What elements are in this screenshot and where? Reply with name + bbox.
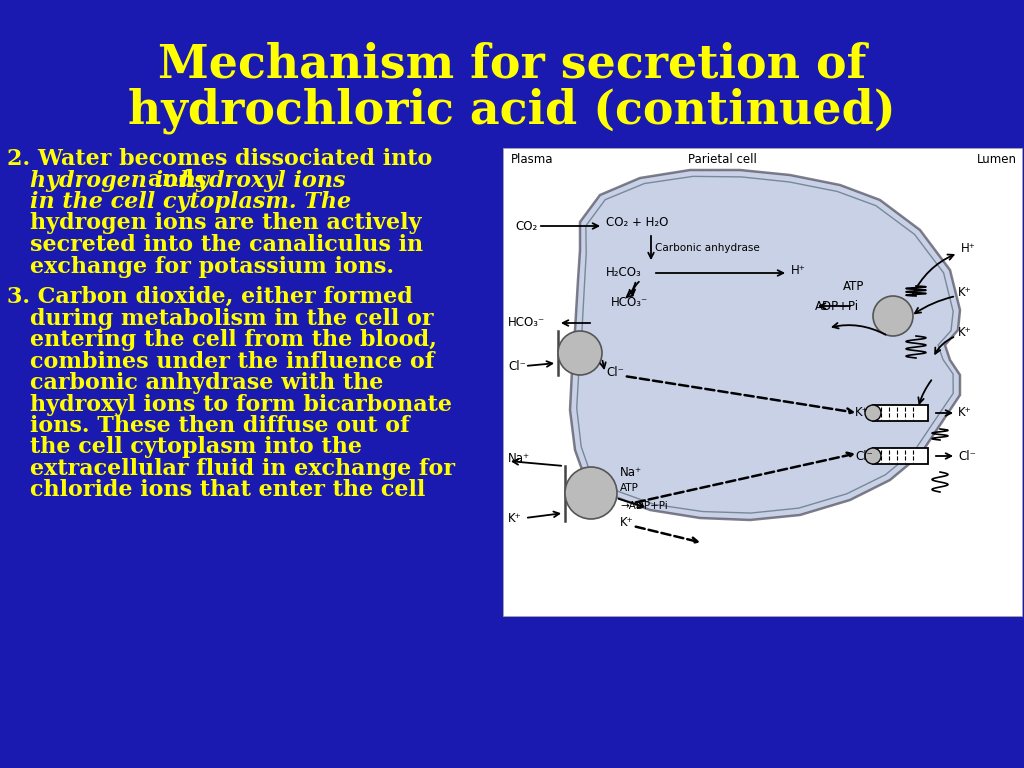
Text: hydrogen ions: hydrogen ions bbox=[30, 170, 207, 191]
Text: chloride ions that enter the cell: chloride ions that enter the cell bbox=[30, 479, 425, 502]
Text: CO₂ + H₂O: CO₂ + H₂O bbox=[606, 217, 669, 230]
Text: secreted into the canaliculus in: secreted into the canaliculus in bbox=[30, 234, 423, 256]
Text: Mechanism for secretion of: Mechanism for secretion of bbox=[158, 42, 866, 88]
Text: 2. Water becomes dissociated into: 2. Water becomes dissociated into bbox=[7, 148, 432, 170]
Text: hydrochloric acid (continued): hydrochloric acid (continued) bbox=[128, 88, 896, 134]
Text: →ADP+Pi: →ADP+Pi bbox=[620, 501, 668, 511]
Text: Cl⁻: Cl⁻ bbox=[606, 366, 624, 379]
Circle shape bbox=[558, 331, 602, 375]
Text: entering the cell from the blood,: entering the cell from the blood, bbox=[30, 329, 437, 351]
Text: K⁺: K⁺ bbox=[958, 406, 972, 419]
Text: K⁺: K⁺ bbox=[508, 511, 522, 525]
Text: ATP: ATP bbox=[843, 280, 864, 293]
Text: K⁺: K⁺ bbox=[958, 286, 972, 300]
Text: Plasma: Plasma bbox=[511, 153, 554, 166]
Text: ions. These then diffuse out of: ions. These then diffuse out of bbox=[30, 415, 410, 437]
Text: CO₂: CO₂ bbox=[515, 220, 538, 233]
Text: hydroxyl ions: hydroxyl ions bbox=[180, 170, 345, 191]
Text: Cl⁻: Cl⁻ bbox=[855, 449, 872, 462]
Text: H⁺: H⁺ bbox=[961, 241, 976, 254]
Text: combines under the influence of: combines under the influence of bbox=[30, 350, 434, 372]
Text: hydroxyl ions to form bicarbonate: hydroxyl ions to form bicarbonate bbox=[30, 393, 452, 415]
Circle shape bbox=[565, 467, 617, 519]
Text: HCO₃⁻: HCO₃⁻ bbox=[611, 296, 648, 310]
Text: K⁺: K⁺ bbox=[855, 406, 868, 419]
Text: 3. Carbon dioxide, either formed: 3. Carbon dioxide, either formed bbox=[7, 286, 413, 308]
Text: Lumen: Lumen bbox=[977, 153, 1017, 166]
Text: K⁺: K⁺ bbox=[958, 326, 972, 339]
Circle shape bbox=[873, 296, 913, 336]
Text: Carbonic anhydrase: Carbonic anhydrase bbox=[655, 243, 760, 253]
Text: H⁺: H⁺ bbox=[791, 263, 806, 276]
FancyBboxPatch shape bbox=[0, 628, 1024, 768]
Text: H₂CO₃: H₂CO₃ bbox=[606, 266, 642, 280]
Text: Na⁺: Na⁺ bbox=[620, 466, 642, 479]
Circle shape bbox=[865, 448, 881, 464]
Text: K⁺: K⁺ bbox=[620, 517, 634, 529]
Text: ATP: ATP bbox=[620, 483, 639, 493]
Text: Cl⁻: Cl⁻ bbox=[508, 359, 526, 372]
Text: and: and bbox=[148, 170, 202, 191]
Text: carbonic anhydrase with the: carbonic anhydrase with the bbox=[30, 372, 383, 394]
Text: Parietal cell: Parietal cell bbox=[688, 153, 757, 166]
Polygon shape bbox=[570, 170, 961, 520]
Text: HCO₃⁻: HCO₃⁻ bbox=[508, 316, 545, 329]
Text: during metabolism in the cell or: during metabolism in the cell or bbox=[30, 307, 433, 329]
Text: the cell cytoplasm into the: the cell cytoplasm into the bbox=[30, 436, 362, 458]
Bar bbox=[873, 405, 928, 421]
FancyBboxPatch shape bbox=[503, 148, 1022, 616]
Text: ADP+Pi: ADP+Pi bbox=[815, 300, 859, 313]
Text: extracellular fluid in exchange for: extracellular fluid in exchange for bbox=[30, 458, 455, 480]
Text: hydrogen ions are then actively: hydrogen ions are then actively bbox=[30, 213, 422, 234]
Text: in the cell cytoplasm. The: in the cell cytoplasm. The bbox=[30, 191, 351, 213]
Bar bbox=[873, 448, 928, 464]
Text: exchange for potassium ions.: exchange for potassium ions. bbox=[30, 256, 394, 277]
Text: Na⁺: Na⁺ bbox=[508, 452, 530, 465]
Circle shape bbox=[865, 405, 881, 421]
Text: Cl⁻: Cl⁻ bbox=[958, 449, 976, 462]
